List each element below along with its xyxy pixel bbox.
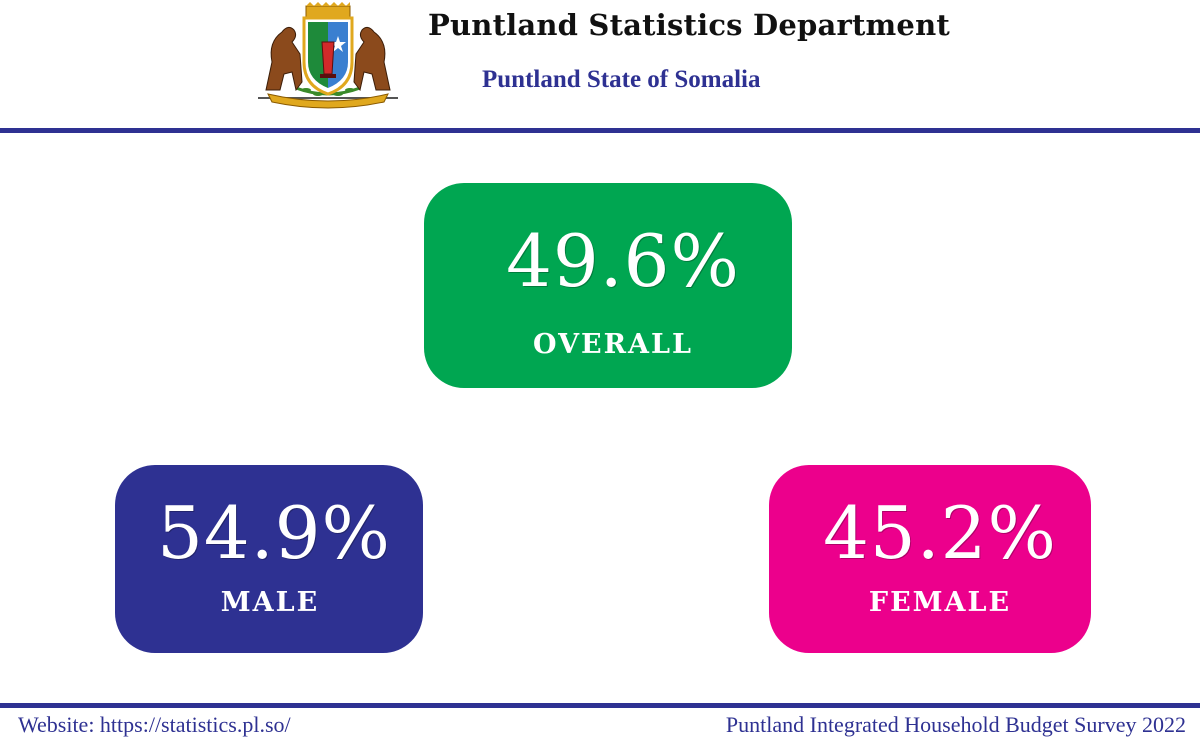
female-label: FEMALE bbox=[868, 587, 1012, 618]
male-value: 54.9% bbox=[157, 491, 391, 575]
male-stat-card: 54.9% MALE bbox=[115, 465, 423, 653]
female-stat-card: 45.2% FEMALE bbox=[769, 465, 1091, 653]
male-label: MALE bbox=[220, 587, 320, 618]
coat-of-arms-icon bbox=[258, 2, 398, 109]
overall-value: 49.6% bbox=[506, 219, 740, 303]
website-link[interactable]: Website: https://statistics.pl.so/ bbox=[18, 712, 291, 737]
female-value: 45.2% bbox=[823, 491, 1057, 575]
overall-stat-card: 49.6% OVERALL bbox=[424, 183, 792, 388]
header-divider bbox=[0, 128, 1200, 133]
state-name: Puntland State of Somalia bbox=[482, 66, 761, 93]
overall-label: OVERALL bbox=[533, 329, 693, 360]
survey-title: Puntland Integrated Household Budget Sur… bbox=[725, 712, 1186, 737]
footer-divider bbox=[0, 703, 1200, 708]
organization-name: Puntland Statistics Department bbox=[428, 8, 950, 42]
